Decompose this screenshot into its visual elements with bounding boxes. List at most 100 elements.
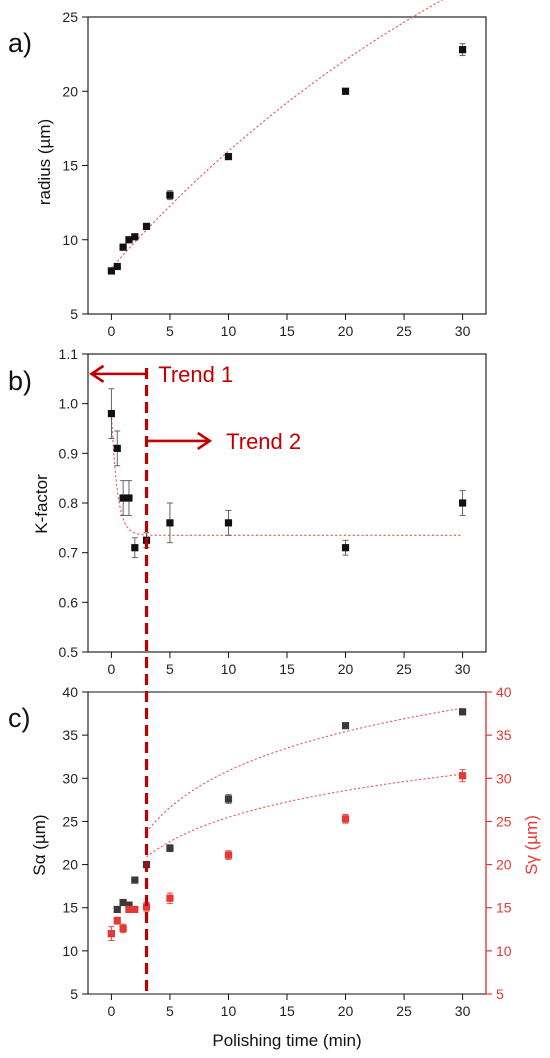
data-point (113, 430, 121, 467)
x-tick-label: 20 (338, 661, 354, 677)
square-marker (341, 87, 350, 95)
y-tick-label: 0.9 (59, 445, 79, 461)
x-tick-label: 0 (108, 661, 116, 677)
x-tick-label: 0 (108, 323, 116, 339)
y-right-tick-label: 20 (496, 857, 512, 873)
data-point (107, 267, 116, 275)
trend-arrow-head-1 (89, 364, 105, 383)
panel-label-b: b) (8, 366, 32, 396)
data-point (119, 923, 127, 934)
data-point (125, 236, 133, 244)
square-marker (131, 233, 139, 241)
square-marker (166, 191, 174, 199)
square-marker (142, 222, 151, 230)
x-tick-label: 30 (455, 1003, 471, 1019)
data-point (341, 539, 350, 556)
fit-curve-1 (146, 773, 463, 858)
square-marker (107, 930, 116, 938)
panel-c-y-axis-right: 5 10 15 20 25 30 35 40 (486, 684, 512, 1002)
square-marker (166, 519, 174, 527)
panel-c: c) Sα (µm) Sγ (µm) 0 5 10 15 20 25 30 5 10 15 20 2… (8, 684, 541, 1050)
panel-c-y-axis-title-right: Sγ (µm) (522, 815, 541, 875)
square-marker (224, 152, 233, 161)
y-right-tick-label: 5 (496, 986, 504, 1002)
panel-b-x-axis: 0 5 10 15 20 25 30 (108, 652, 471, 677)
square-marker (458, 772, 467, 780)
y-tick-label: 30 (62, 770, 78, 786)
y-tick-label: 20 (62, 83, 78, 99)
y-right-tick-label: 25 (496, 813, 512, 829)
data-point (107, 388, 116, 439)
square-marker (341, 722, 350, 730)
y-tick-label: 15 (62, 158, 78, 174)
square-marker (166, 844, 174, 852)
data-point (458, 708, 467, 716)
x-tick-label: 10 (221, 323, 237, 339)
y-tick-label: 15 (62, 900, 78, 916)
square-marker (224, 519, 233, 527)
x-tick-label: 15 (279, 323, 295, 339)
data-point (131, 876, 139, 884)
x-tick-label: 0 (108, 1003, 116, 1019)
data-point (113, 262, 121, 271)
fit-curve-0 (146, 707, 463, 833)
data-point (119, 480, 127, 516)
x-tick-label: 15 (279, 1003, 295, 1019)
data-point (119, 898, 127, 907)
panel-a-fit-layer (110, 0, 444, 269)
data-point (166, 190, 174, 201)
annotation-layer: Trend 1 Trend 2 (89, 362, 301, 994)
x-tick-label: 20 (338, 323, 354, 339)
square-marker (107, 267, 116, 275)
square-marker (119, 898, 127, 907)
square-marker (119, 924, 127, 933)
data-point (131, 233, 139, 241)
data-point (224, 152, 233, 161)
y-tick-label: 10 (62, 943, 78, 959)
data-point (107, 926, 116, 941)
y-tick-label: 0.5 (59, 644, 79, 660)
data-point (119, 243, 127, 251)
data-point (458, 769, 467, 783)
x-tick-label: 5 (166, 661, 174, 677)
y-tick-label: 5 (70, 306, 78, 322)
square-marker (107, 410, 116, 418)
x-tick-label: 25 (396, 661, 412, 677)
y-tick-label: 0.6 (59, 594, 79, 610)
data-point (224, 510, 233, 536)
square-marker (125, 901, 133, 909)
data-point (131, 537, 139, 559)
panel-a: a) radius (µm) 0 5 10 15 20 25 30 5 10 15 20 25 (8, 0, 487, 339)
x-tick-label: 15 (279, 661, 295, 677)
square-marker (125, 494, 133, 502)
square-marker (125, 236, 133, 244)
x-tick-label: 25 (396, 1003, 412, 1019)
data-point (125, 905, 133, 914)
y-tick-label: 20 (62, 857, 78, 873)
panel-c-fit-layer (146, 707, 463, 858)
panel-label-c: c) (8, 703, 31, 733)
square-marker (113, 444, 121, 452)
x-tick-label: 30 (455, 323, 471, 339)
x-tick-label: 30 (455, 661, 471, 677)
trend-arrow-head-2 (197, 431, 213, 450)
panel-a-x-axis: 0 5 10 15 20 25 30 (108, 314, 471, 339)
data-point (125, 480, 133, 516)
y-tick-label: 10 (62, 232, 78, 248)
data-point (113, 916, 121, 925)
panel-a-y-axis: 5 10 15 20 25 (62, 9, 88, 322)
data-point (166, 844, 174, 853)
square-marker (119, 494, 127, 502)
square-marker (166, 894, 174, 902)
square-marker (113, 262, 121, 271)
data-point (341, 722, 350, 730)
x-tick-label: 20 (338, 1003, 354, 1019)
y-tick-label: 35 (62, 727, 78, 743)
panel-c-y-axis-title-left: Sα (µm) (30, 814, 49, 875)
trend-label-2: Trend 2 (226, 429, 301, 454)
fit-curve-0 (110, 0, 444, 269)
square-marker (142, 903, 151, 911)
x-tick-label: 5 (166, 1003, 174, 1019)
panel-b: b) K-factor 0 5 10 15 20 25 30 0.5 0.6 0.7 0.8 0.9… (8, 346, 487, 677)
panel-b-y-axis: 0.5 0.6 0.7 0.8 0.9 1.0 1.1 (59, 346, 88, 660)
